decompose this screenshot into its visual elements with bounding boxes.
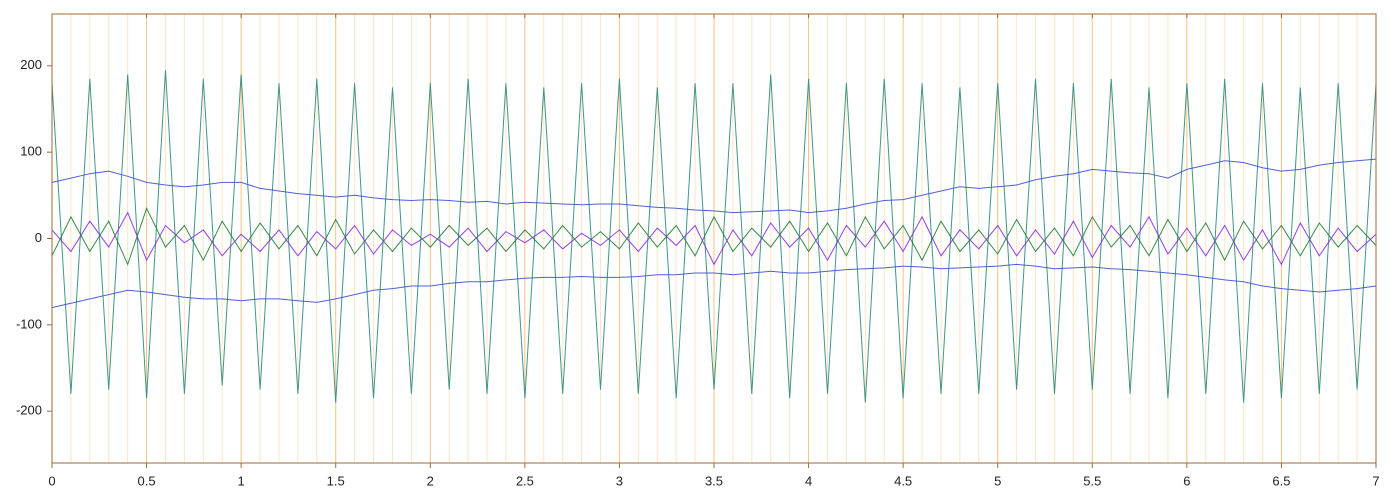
series-line xyxy=(51,70,1377,403)
y-tick-label: -200 xyxy=(16,403,42,418)
y-tick-label: 0 xyxy=(35,230,42,245)
x-tick-label: 4.5 xyxy=(894,473,912,488)
x-tick-label: 1 xyxy=(238,473,245,488)
y-tick-label: -100 xyxy=(16,316,42,331)
x-tick-label: 7 xyxy=(1372,473,1379,488)
x-tick-label: 6 xyxy=(1183,473,1190,488)
x-tick-label: 2.5 xyxy=(516,473,534,488)
x-tick-label: 1.5 xyxy=(327,473,345,488)
x-tick-label: 3.5 xyxy=(705,473,723,488)
x-tick-label: 0.5 xyxy=(138,473,156,488)
series-line xyxy=(51,158,1377,214)
x-tick-label: 2 xyxy=(427,473,434,488)
x-tick-label: 6.5 xyxy=(1272,473,1290,488)
series-line xyxy=(51,206,1377,266)
y-tick-label: 100 xyxy=(20,144,42,159)
x-tick-label: 3 xyxy=(616,473,623,488)
series-line xyxy=(51,263,1377,309)
x-tick-label: 0 xyxy=(48,473,55,488)
x-tick-label: 4 xyxy=(805,473,812,488)
x-tick-label: 5.5 xyxy=(1083,473,1101,488)
x-tick-label: 5 xyxy=(994,473,1001,488)
y-tick-label: 200 xyxy=(20,57,42,72)
series-line xyxy=(51,211,1377,266)
